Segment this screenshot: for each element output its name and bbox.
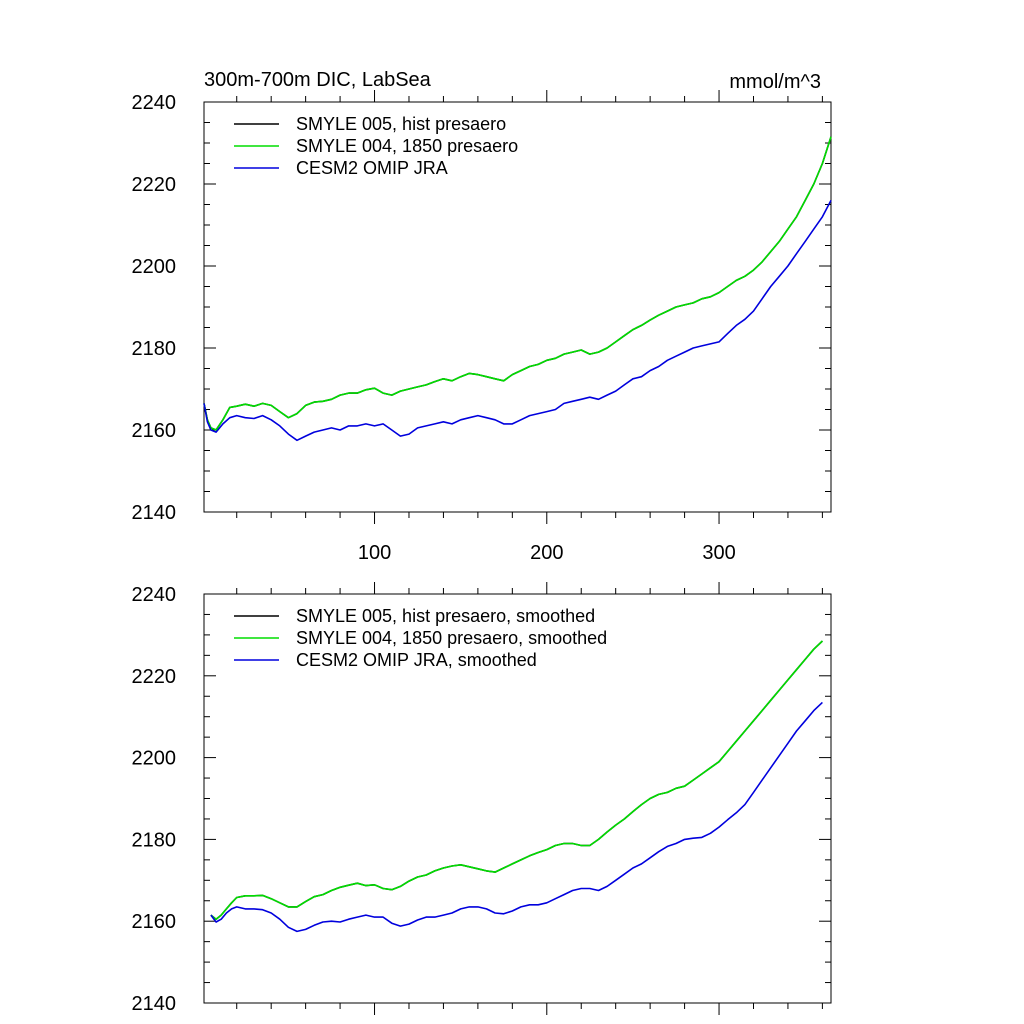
panel-2-series-line-2 xyxy=(210,640,823,921)
panel-2-series-line-3 xyxy=(210,701,823,933)
panel-1-series-line-2 xyxy=(203,136,832,431)
panel-2-legend-label-1: SMYLE 005, hist presaero, smoothed xyxy=(296,606,595,626)
panel-1-x-tick-label: 100 xyxy=(358,542,391,564)
panel-1-x-tick-label: 200 xyxy=(530,542,563,564)
panel-1-series-line-1 xyxy=(203,136,832,431)
panel-1-legend-label-1: SMYLE 005, hist presaero xyxy=(296,114,506,134)
panel-2-y-tick-label: 2180 xyxy=(132,829,177,851)
panel-2-series-line-1 xyxy=(210,640,823,921)
panel-2-legend-label-3: CESM2 OMIP JRA, smoothed xyxy=(296,650,537,670)
panel-2-y-tick-label: 2220 xyxy=(132,666,177,688)
panel-2-y-tick-label: 2160 xyxy=(132,911,177,933)
panel-2-legend-label-2: SMYLE 004, 1850 presaero, smoothed xyxy=(296,628,607,648)
panel-2-y-tick-label: 2200 xyxy=(132,748,177,770)
panel-1-y-tick-label: 2200 xyxy=(132,256,177,278)
panel-1-series-line-3 xyxy=(203,200,832,442)
panel-1-legend-label-3: CESM2 OMIP JRA xyxy=(296,158,448,178)
panel-1: 2140 2160 2180 2200 2220 2240 100 200 300 300m-70… xyxy=(132,69,832,564)
panel-1-y-tick-label: 2240 xyxy=(132,92,177,114)
panel-1-legend-label-2: SMYLE 004, 1850 presaero xyxy=(296,136,518,156)
panel-2: 2140 2160 2180 2200 2220 2240 SMYLE 005, hist … xyxy=(132,582,832,1015)
panel-1-y-tick-label: 2140 xyxy=(132,502,177,524)
panel-1-y-tick-label: 2180 xyxy=(132,338,177,360)
panel-1-title: 300m-700m DIC, LabSea xyxy=(204,69,432,91)
panel-1-y-tick-label: 2220 xyxy=(132,174,177,196)
panel-2-y-tick-label: 2240 xyxy=(132,584,177,606)
panel-2-y-tick-label: 2140 xyxy=(132,993,177,1015)
panel-1-y-tick-label: 2160 xyxy=(132,420,177,442)
panel-1-units-label: mmol/m^3 xyxy=(729,71,821,93)
panel-1-x-tick-label: 300 xyxy=(702,542,735,564)
